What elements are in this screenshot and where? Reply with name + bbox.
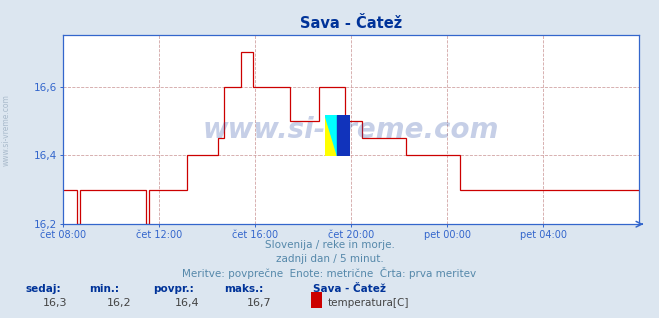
Polygon shape — [337, 115, 350, 156]
Text: 16,4: 16,4 — [175, 298, 199, 308]
Text: min.:: min.: — [89, 284, 119, 294]
Text: www.si-vreme.com: www.si-vreme.com — [203, 115, 499, 144]
Text: sedaj:: sedaj: — [25, 284, 61, 294]
Title: Sava - Čatež: Sava - Čatež — [300, 16, 402, 31]
Polygon shape — [325, 115, 337, 156]
Text: maks.:: maks.: — [224, 284, 264, 294]
Text: 16,3: 16,3 — [43, 298, 67, 308]
Text: Meritve: povprečne  Enote: metrične  Črta: prva meritev: Meritve: povprečne Enote: metrične Črta:… — [183, 267, 476, 279]
Text: www.si-vreme.com: www.si-vreme.com — [2, 93, 11, 166]
Text: zadnji dan / 5 minut.: zadnji dan / 5 minut. — [275, 254, 384, 264]
Text: 16,7: 16,7 — [247, 298, 272, 308]
Text: temperatura[C]: temperatura[C] — [328, 298, 410, 308]
Text: povpr.:: povpr.: — [154, 284, 194, 294]
Text: Slovenija / reke in morje.: Slovenija / reke in morje. — [264, 240, 395, 250]
Text: Sava - Čatež: Sava - Čatež — [313, 284, 386, 294]
Polygon shape — [325, 115, 337, 156]
Text: 16,2: 16,2 — [107, 298, 131, 308]
